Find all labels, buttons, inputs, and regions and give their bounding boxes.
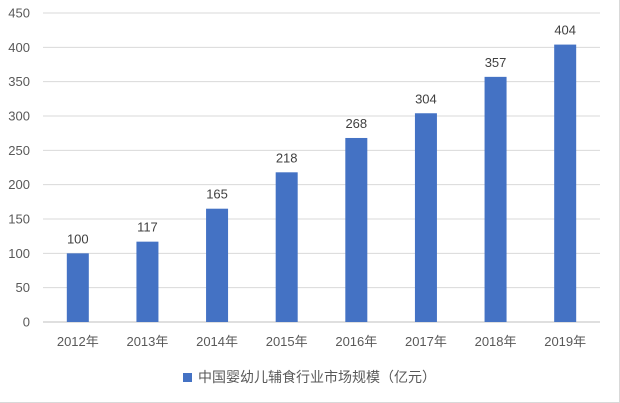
x-tick-label: 2013年: [126, 334, 168, 349]
x-tick-label: 2018年: [475, 334, 517, 349]
data-label: 268: [345, 116, 367, 131]
x-tick-label: 2012年: [57, 334, 99, 349]
y-tick-label: 150: [8, 212, 30, 227]
bar-chart: 0 50 100 150 200 250 300 350 400 450 100 2012年 117 20…: [8, 6, 600, 349]
data-label: 404: [554, 23, 576, 38]
data-label: 357: [485, 55, 507, 70]
x-tick-label: 2014年: [196, 334, 238, 349]
bar: [136, 241, 159, 322]
x-tick-label: 2016年: [335, 334, 377, 349]
data-label: 218: [276, 150, 298, 165]
bar: [206, 208, 229, 322]
data-label: 117: [137, 220, 158, 235]
y-tick-label: 300: [8, 109, 30, 124]
y-tick-label: 350: [8, 74, 30, 89]
x-tick-label: 2015年: [266, 334, 308, 349]
x-tick-label: 2019年: [544, 334, 586, 349]
y-tick-label: 100: [8, 246, 30, 261]
x-tick-label: 2017年: [405, 334, 447, 349]
bar: [66, 253, 89, 322]
data-label: 304: [415, 91, 437, 106]
bar: [275, 172, 298, 322]
legend-label: 中国婴幼儿辅食行业市场规模（亿元）: [198, 370, 436, 386]
y-tick-label: 450: [8, 6, 30, 21]
legend-swatch: [183, 372, 192, 382]
y-tick-label: 0: [23, 315, 30, 330]
legend: 中国婴幼儿辅食行业市场规模（亿元）: [0, 367, 619, 387]
y-tick-label: 400: [8, 40, 30, 55]
bar: [484, 76, 507, 322]
y-tick-label: 50: [16, 280, 30, 295]
data-label: 100: [67, 231, 89, 246]
bar: [554, 44, 577, 322]
bar: [345, 137, 368, 322]
data-label: 165: [206, 187, 228, 202]
bar: [414, 113, 437, 323]
y-tick-label: 250: [8, 143, 30, 158]
y-tick-label: 200: [8, 177, 30, 192]
